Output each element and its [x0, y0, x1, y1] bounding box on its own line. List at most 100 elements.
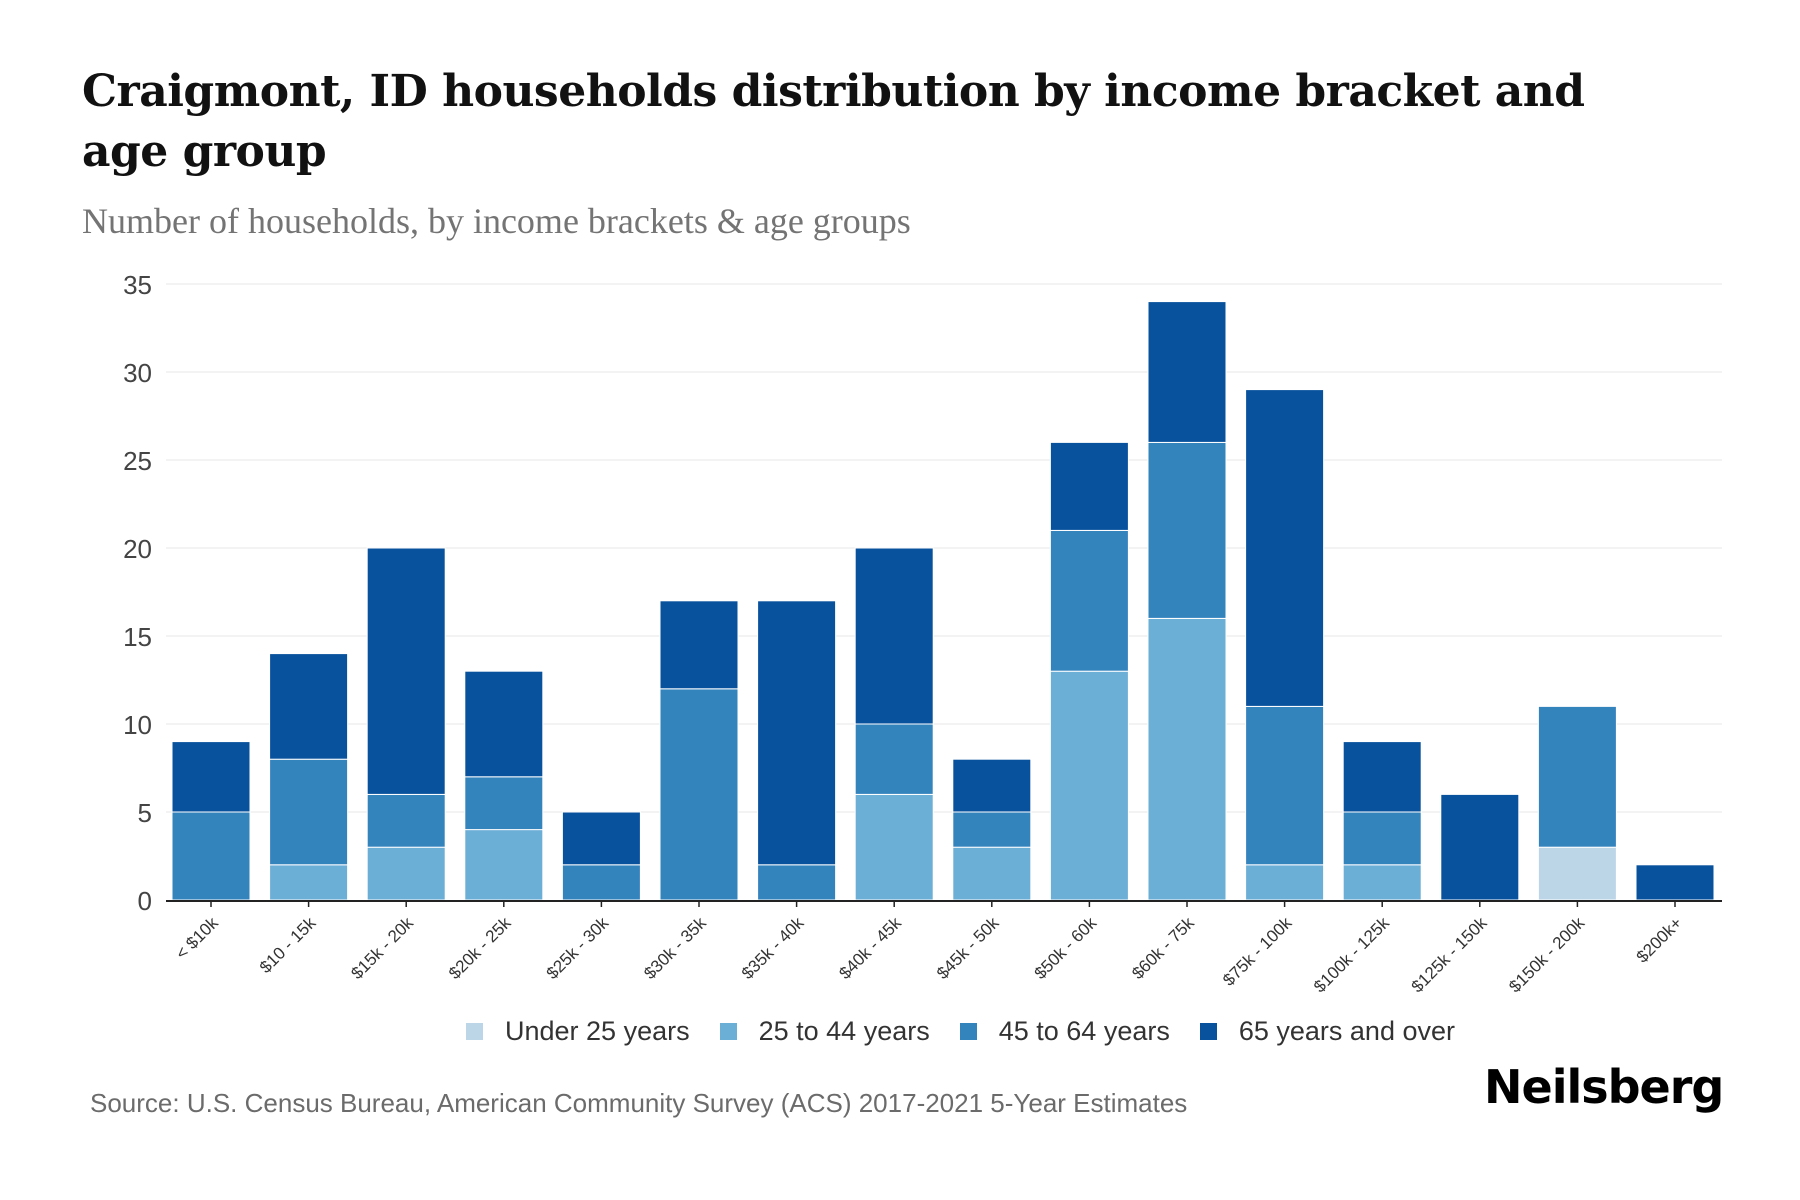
bar-stack	[952, 758, 1032, 901]
bar-stack	[1342, 741, 1422, 901]
x-tick-label: $30k - 35k	[640, 913, 710, 983]
legend-swatch	[466, 1022, 483, 1040]
bar-segment[interactable]	[952, 758, 1032, 813]
y-tick-label: 25	[123, 446, 152, 476]
bar-stack	[1147, 301, 1227, 901]
legend-label: 45 to 64 years	[998, 1015, 1170, 1046]
chart-title: Craigmont, ID households distribution by…	[82, 66, 1585, 177]
x-tick-label: < $10k	[172, 913, 222, 963]
bar-stack	[757, 600, 837, 901]
bar-stack	[366, 547, 446, 901]
bar-segment[interactable]	[171, 741, 251, 813]
bar-stack	[659, 600, 739, 901]
x-tick-label: $10 - 15k	[256, 913, 320, 977]
bar-segment[interactable]	[1635, 864, 1715, 901]
bar-segment[interactable]	[1245, 389, 1325, 707]
bar-stack	[1537, 705, 1617, 901]
bar-segment[interactable]	[171, 811, 251, 901]
bar-segment[interactable]	[464, 670, 544, 778]
bar-segment[interactable]	[854, 723, 934, 795]
x-tick-label: $75k - 100k	[1219, 913, 1296, 990]
bar-segment[interactable]	[1049, 441, 1129, 531]
bar-stack	[1635, 864, 1715, 901]
y-tick-label: 20	[123, 534, 152, 564]
legend-item-25-to-44[interactable]: 25 to 44 years	[719, 1015, 930, 1047]
x-tick-label: $200k+	[1633, 913, 1686, 966]
bar-segment[interactable]	[854, 547, 934, 725]
bar-segment[interactable]	[952, 846, 1032, 901]
legend-item-under-25[interactable]: Under 25 years	[466, 1016, 690, 1047]
bar-stack	[464, 670, 544, 901]
x-tick-label: $40k - 45k	[835, 913, 905, 983]
bar-stack	[561, 811, 641, 901]
y-tick-label: 30	[123, 358, 152, 388]
neilsberg-logo: Neilsberg	[1484, 1060, 1724, 1114]
bar-segment[interactable]	[269, 758, 349, 866]
legend-label: 65 years and over	[1238, 1015, 1455, 1046]
legend-label: 25 to 44 years	[758, 1015, 930, 1046]
bar-stack	[171, 741, 251, 901]
bar-segment[interactable]	[269, 653, 349, 760]
bars	[171, 301, 1715, 901]
bar-segment[interactable]	[269, 864, 349, 901]
bar-segment[interactable]	[1147, 617, 1227, 901]
y-axis-ticks: 0 5 10 15 20 25 30 35	[123, 270, 152, 916]
legend-swatch	[1199, 1022, 1217, 1040]
bar-segment[interactable]	[757, 600, 837, 866]
bar-segment[interactable]	[1147, 301, 1227, 443]
legend-swatch	[719, 1022, 737, 1040]
stacked-bar-chart: 0 5 10 15 20 25 30 35 < $10k $10 - 15k $15k - 20k…	[123, 270, 1722, 996]
bar-segment[interactable]	[952, 811, 1032, 848]
x-tick-label: $60k - 75k	[1128, 913, 1198, 983]
bar-segment[interactable]	[1245, 864, 1325, 901]
y-tick-label: 10	[123, 710, 152, 740]
bar-segment[interactable]	[757, 864, 837, 901]
bar-segment[interactable]	[464, 776, 544, 831]
bar-segment[interactable]	[1440, 793, 1520, 901]
bar-segment[interactable]	[366, 846, 446, 901]
y-tick-label: 35	[123, 270, 152, 300]
legend-item-65-and-over[interactable]: 65 years and over	[1199, 1015, 1455, 1047]
bar-segment[interactable]	[659, 688, 739, 901]
x-axis-ticks: < $10k $10 - 15k $15k - 20k $20k - 25k $25k …	[172, 901, 1686, 996]
bar-stack	[1245, 389, 1325, 901]
bar-stack	[1440, 793, 1520, 901]
legend: Under 25 years 25 to 44 years 45 to 64 y…	[466, 1014, 1485, 1048]
bar-segment[interactable]	[561, 864, 641, 901]
bar-stack	[854, 547, 934, 901]
x-tick-label: $50k - 60k	[1031, 913, 1101, 983]
y-tick-label: 0	[138, 886, 152, 916]
source-note: Source: U.S. Census Bureau, American Com…	[90, 1088, 1188, 1118]
bar-segment[interactable]	[1537, 705, 1617, 848]
bar-segment[interactable]	[366, 793, 446, 848]
x-tick-label: $45k - 50k	[933, 913, 1003, 983]
bar-segment[interactable]	[1245, 705, 1325, 866]
y-tick-label: 15	[123, 622, 152, 652]
legend-swatch	[959, 1022, 977, 1040]
bar-segment[interactable]	[659, 600, 739, 690]
x-tick-label: $20k - 25k	[445, 913, 515, 983]
bar-segment[interactable]	[854, 793, 934, 901]
bar-stack	[1049, 441, 1129, 901]
bar-segment[interactable]	[366, 547, 446, 795]
bar-segment[interactable]	[561, 811, 641, 866]
x-tick-label: $15k - 20k	[347, 913, 417, 983]
bar-segment[interactable]	[1537, 846, 1617, 901]
bar-segment[interactable]	[1342, 864, 1422, 901]
bar-segment[interactable]	[1147, 441, 1227, 619]
bar-segment[interactable]	[1342, 811, 1422, 866]
bar-segment[interactable]	[1342, 741, 1422, 813]
x-tick-label: $25k - 30k	[543, 913, 613, 983]
chart-subtitle: Number of households, by income brackets…	[82, 201, 911, 241]
bar-stack	[269, 653, 349, 901]
x-tick-label: $125k - 150k	[1408, 913, 1491, 996]
bar-segment[interactable]	[1049, 529, 1129, 672]
legend-label: Under 25 years	[505, 1015, 690, 1046]
bar-segment[interactable]	[464, 829, 544, 901]
x-tick-label: $100k - 125k	[1310, 913, 1393, 996]
bar-segment[interactable]	[1049, 670, 1129, 901]
x-tick-label: $150k - 200k	[1505, 913, 1588, 996]
x-tick-label: $35k - 40k	[738, 913, 808, 983]
y-tick-label: 5	[138, 798, 152, 828]
legend-item-45-to-64[interactable]: 45 to 64 years	[959, 1015, 1170, 1047]
